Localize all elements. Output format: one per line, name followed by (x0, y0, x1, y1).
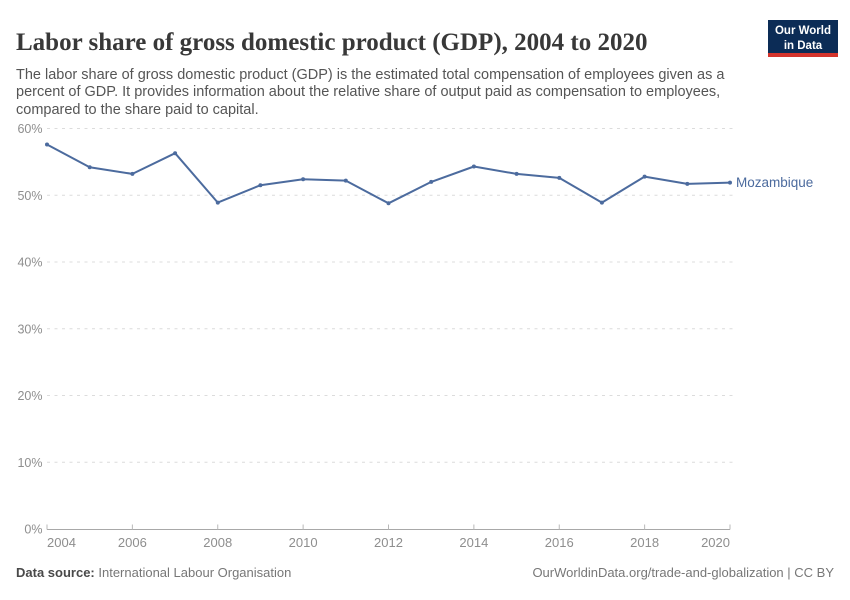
data-point-2019[interactable] (685, 181, 690, 186)
data-point-2008[interactable] (215, 200, 220, 205)
x-axis-tick-label: 2012 (374, 535, 403, 550)
owid-logo-line1: Our World (774, 25, 831, 37)
x-axis-tick-label: 2010 (289, 535, 318, 550)
entity-label-mozambique[interactable]: Mozambique (736, 175, 813, 190)
data-point-2011[interactable] (343, 178, 348, 183)
data-point-2017[interactable] (599, 200, 604, 205)
y-axis-tick-label: 60% (17, 122, 42, 136)
y-axis-tick-label: 40% (17, 256, 42, 270)
data-point-2018[interactable] (642, 174, 647, 179)
y-axis-tick-label: 10% (17, 456, 42, 470)
data-point-2020[interactable] (728, 180, 732, 185)
data-point-2016[interactable] (557, 175, 562, 180)
y-axis-tick-label: 0% (24, 523, 42, 537)
credit-link[interactable]: OurWorldinData.org/trade-and-globalizati… (532, 565, 834, 580)
owid-logo-line2: in Data (783, 39, 823, 52)
y-axis-tick-label: 20% (17, 389, 42, 403)
x-axis-tick-label: 2018 (630, 535, 659, 550)
x-axis-tick-label: 2016 (545, 535, 574, 550)
y-axis-tick-label: 50% (17, 189, 42, 203)
data-source-value: International Labour Organisation (98, 565, 292, 580)
x-axis-tick-label: 2014 (459, 535, 488, 550)
data-point-2010[interactable] (301, 177, 306, 182)
data-point-2004[interactable] (45, 142, 49, 147)
series-line-mozambique[interactable] (46, 143, 731, 205)
data-point-2009[interactable] (258, 183, 263, 188)
data-point-2006[interactable] (130, 171, 135, 176)
data-point-2015[interactable] (514, 171, 519, 176)
x-axis-tick-label: 2004 (47, 535, 76, 550)
y-axis-tick-label: 30% (17, 322, 42, 336)
data-point-2014[interactable] (471, 164, 476, 169)
chart-title: Labor share of gross domestic product (G… (16, 28, 648, 56)
x-axis-tick-label: 2020 (701, 535, 730, 550)
x-axis-tick-label: 2008 (203, 535, 232, 550)
chart-footer: Data source: International Labour Organi… (16, 565, 834, 585)
x-axis-tick-label: 2006 (118, 535, 147, 550)
data-point-2012[interactable] (386, 201, 391, 206)
data-point-2013[interactable] (429, 179, 434, 184)
data-source-label: Data source: (16, 565, 95, 580)
chart-subtitle: The labor share of gross domestic produc… (16, 66, 725, 119)
owid-logo[interactable]: Our World in Data (768, 20, 838, 57)
data-source: Data source: International Labour Organi… (16, 565, 291, 580)
data-point-2007[interactable] (173, 151, 178, 156)
data-point-2005[interactable] (87, 165, 92, 170)
